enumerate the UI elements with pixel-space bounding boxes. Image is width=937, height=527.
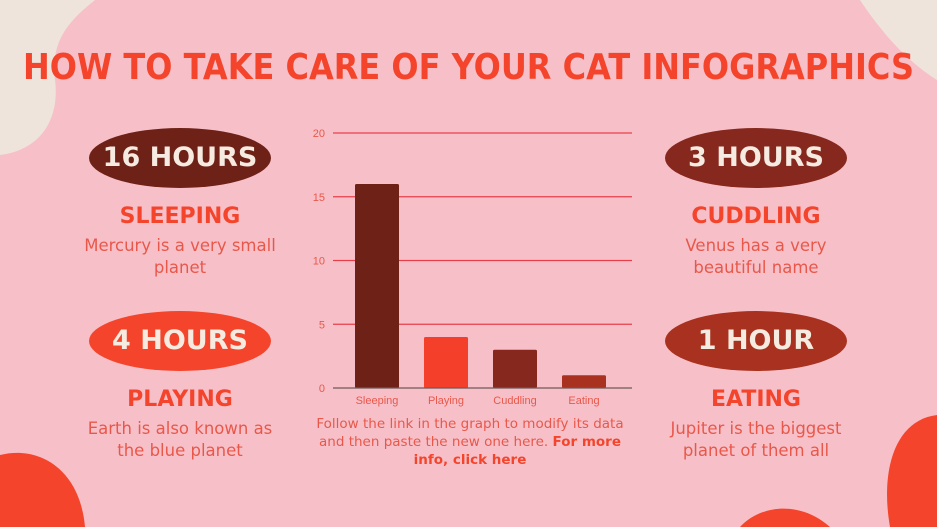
- bar-eating[interactable]: [562, 375, 606, 388]
- card-description: Venus has a very beautiful name: [685, 236, 827, 277]
- blob-top-right: [860, 0, 937, 80]
- card-description: Jupiter is the biggest planet of them al…: [670, 419, 842, 460]
- x-tick-label: Cuddling: [493, 395, 536, 407]
- page-title: HOW TO TAKE CARE OF YOUR CAT INFOGRAPHIC…: [22, 46, 914, 88]
- x-tick-label: Eating: [568, 395, 599, 407]
- card-label: EATING: [710, 387, 801, 412]
- y-tick-label: 15: [313, 192, 325, 204]
- blob-bottom-center-right: [740, 508, 830, 527]
- card-description: Earth is also known as the blue planet: [87, 419, 273, 460]
- blob-bottom-right: [887, 415, 937, 527]
- bar-sleeping[interactable]: [355, 184, 399, 388]
- card-description: Mercury is a very small planet: [84, 236, 276, 277]
- x-tick-label: Sleeping: [356, 395, 399, 407]
- more-info-link[interactable]: For more info, click here: [413, 434, 621, 468]
- card-sleeping: 16 HOURS SLEEPING Mercury is a very smal…: [60, 128, 300, 279]
- blob-bottom-left: [0, 452, 85, 527]
- blob-top-left: [0, 0, 95, 155]
- y-tick-label: 20: [313, 128, 325, 140]
- note-text: Follow the link in the graph to modify i…: [316, 416, 624, 450]
- value-oval: 4 HOURS: [89, 311, 271, 371]
- card-eating: 1 HOUR EATING Jupiter is the biggest pla…: [636, 311, 876, 462]
- y-tick-label: 0: [319, 383, 325, 395]
- bar-chart[interactable]: 0 5 10 15 20 Sleeping Playing Cuddling Eating: [300, 120, 640, 415]
- chart-note: Follow the link in the graph to modify i…: [310, 415, 630, 469]
- x-tick-label: Playing: [428, 395, 464, 407]
- card-cuddling: 3 HOURS CUDDLING Venus has a very beauti…: [636, 128, 876, 279]
- y-tick-label: 5: [319, 319, 325, 331]
- bar-cuddling[interactable]: [493, 349, 537, 388]
- bar-playing[interactable]: [424, 337, 468, 388]
- y-tick-label: 10: [313, 256, 325, 268]
- value-oval: 1 HOUR: [665, 311, 847, 371]
- card-playing: 4 HOURS PLAYING Earth is also known as t…: [60, 311, 300, 462]
- card-label: SLEEPING: [119, 204, 241, 229]
- card-label: PLAYING: [127, 387, 233, 412]
- card-label: CUDDLING: [691, 204, 821, 229]
- value-oval: 3 HOURS: [665, 128, 847, 188]
- value-oval: 16 HOURS: [89, 128, 271, 188]
